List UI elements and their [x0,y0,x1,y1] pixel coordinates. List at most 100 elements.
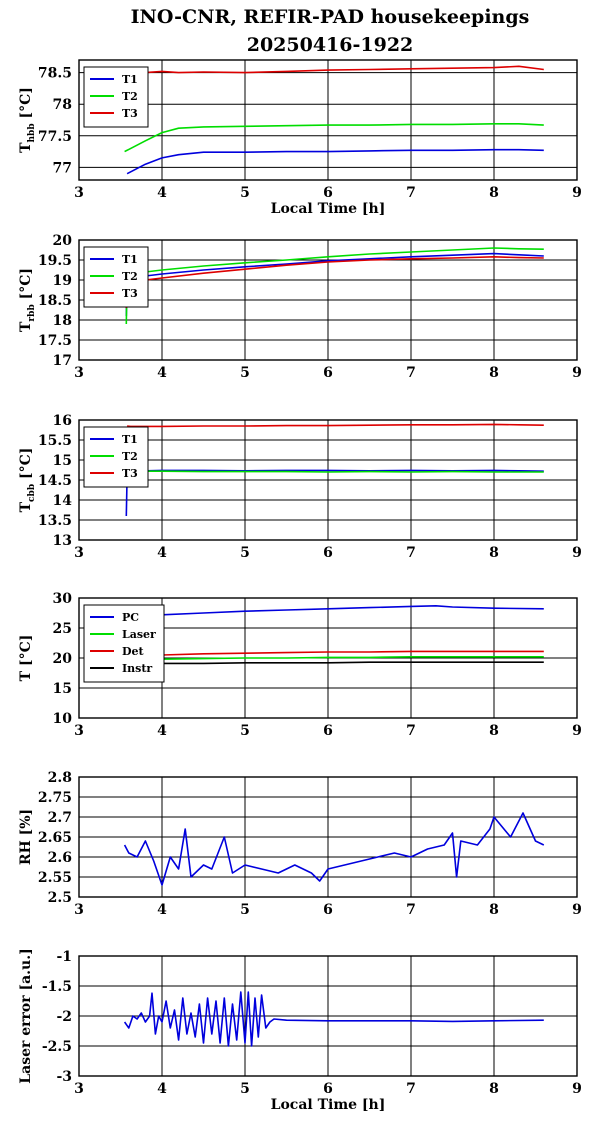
y-tick-label: 2.6 [48,850,72,866]
legend: T1 T2 T3 [83,66,149,128]
y-axis-label: T [°C] [18,635,34,682]
x-tick-label: 9 [572,185,582,201]
x-tick-label: 3 [74,723,84,739]
y-axis-label: Tcbb [°C] [18,448,37,513]
legend-label: T3 [122,287,138,300]
series-line-pc [128,605,544,618]
x-tick-label: 8 [489,902,499,918]
legend: T1 T2 T3 [83,426,149,488]
x-tick-label: 8 [489,723,499,739]
x-tick-label: 5 [240,902,250,918]
x-tick-label: 5 [240,365,250,381]
legend: PC Laser Det Instr [83,604,165,683]
x-tick-label: 5 [240,185,250,201]
series-line-t2 [126,469,544,473]
legend-label: PC [122,611,139,624]
x-tick-label: 6 [323,902,333,918]
series-line-t2 [124,123,544,153]
x-tick-label: 4 [157,545,167,561]
series-line-t1 [125,469,544,517]
y-tick-label: 16 [53,413,72,429]
series-line-t3 [127,423,544,428]
y-tick-label: 25 [53,621,72,637]
y-tick-label: -1 [56,949,72,965]
legend-label: T3 [122,107,138,120]
plot-frame [78,59,578,181]
legend-label: T1 [122,433,138,446]
y-tick-label: 20 [53,651,73,667]
series-line-det [128,650,544,658]
figure-title-line1: INO-CNR, REFIR-PAD housekeepings [131,6,530,28]
y-tick-label: 77 [53,160,72,176]
y-axis-label-unit: [°C] [18,448,34,484]
y-axis-label: Laser error [a.u.] [18,948,34,1083]
x-tick-label: 3 [74,545,84,561]
x-tick-label: 3 [74,365,84,381]
panel-temps: 10 15 20 25 30 3 4 5 6 7 8 9 T [°C] PC Laser Det Instr [18,591,582,739]
legend-label: Det [122,645,145,658]
series-line-t1 [126,148,544,175]
legend-label: Laser [122,628,156,641]
y-axis-label-unit: [°C] [18,87,34,123]
x-axis-label: Local Time [h] [271,201,386,217]
y-tick-label: 2.65 [38,830,72,846]
x-tick-label: 6 [323,185,333,201]
x-tick-label: 4 [157,1081,167,1097]
y-tick-label: 19 [53,273,72,289]
y-tick-label: -2 [56,1009,72,1025]
x-tick-label: 8 [489,365,499,381]
x-tick-label: 3 [74,185,84,201]
x-tick-label: 4 [157,185,167,201]
x-tick-label: 6 [323,723,333,739]
x-tick-label: 7 [406,365,416,381]
y-axis-label-main: Laser error [a.u.] [18,948,34,1083]
legend-label: T2 [122,90,138,103]
x-tick-label: 9 [572,365,582,381]
legend-label: T3 [122,467,138,480]
legend-label: T1 [122,253,138,266]
y-tick-label: 19.5 [38,253,72,269]
y-tick-label: -2.5 [42,1039,72,1055]
legend-box [83,604,165,683]
plot-frame [78,239,578,361]
series-line-instr [128,661,544,665]
x-tick-label: 9 [572,1081,582,1097]
y-axis-label-main: T [°C] [18,635,34,682]
y-axis-label: Trbb [°C] [18,268,37,332]
x-tick-label: 6 [323,1081,333,1097]
y-tick-label: 78.5 [38,66,72,82]
x-tick-label: 7 [406,185,416,201]
panel-laser: -3 -2.5 -2 -1.5 -1 3 4 5 6 7 8 9 Local Time [h] Laser… [18,948,582,1113]
panel-rh: 2.5 2.55 2.6 2.65 2.7 2.75 2.8 3 4 5 6 7 8 9 RH [%] [18,770,582,918]
legend-label: Instr [122,662,152,675]
legend-label: T1 [122,73,138,86]
y-tick-label: -1.5 [42,979,72,995]
x-tick-label: 7 [406,545,416,561]
x-tick-label: 8 [489,185,499,201]
x-tick-label: 5 [240,723,250,739]
y-axis-label-main: T [18,321,34,332]
y-axis-label-subscript: rbb [27,304,37,321]
y-axis-label-subscript: hbb [27,123,37,142]
y-axis-label: Thbb [°C] [18,87,37,153]
y-tick-label: 10 [53,711,73,727]
series-line-t2 [125,247,544,325]
x-tick-label: 5 [240,1081,250,1097]
series-line-laser [128,656,544,662]
series-line-t3 [124,65,544,79]
x-tick-label: 4 [157,723,167,739]
series-line-t1 [125,252,544,317]
y-tick-label: 78 [53,97,72,113]
y-axis-label-unit: [°C] [18,268,34,304]
x-tick-label: 7 [406,723,416,739]
legend-label: T2 [122,450,138,463]
x-tick-label: 9 [572,902,582,918]
y-tick-label: 17 [53,353,72,369]
x-tick-label: 7 [406,902,416,918]
x-tick-label: 4 [157,365,167,381]
panel-cbb: 13 13.5 14 14.5 15 15.5 16 3 4 5 6 7 8 9 Tcbb [°C] T1 T2… [18,413,582,561]
panel-rbb: 17 17.5 18 18.5 19 19.5 20 3 4 5 6 7 8 9 Trbb [°C] T1 T2… [18,233,582,381]
series-line-s0 [123,812,545,886]
y-tick-label: 13.5 [38,513,72,529]
